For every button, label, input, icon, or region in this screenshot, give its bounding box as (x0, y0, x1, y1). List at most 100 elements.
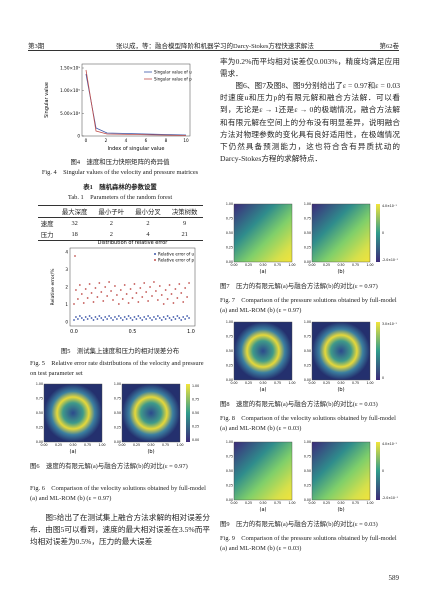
point-u (166, 298, 169, 300)
point-p (108, 315, 110, 317)
point-p (162, 316, 165, 318)
table-title-cn: 表1 随机森林的参数设置 (83, 184, 157, 191)
caption-en: Fig. 7 Comparison of the pressure soluti… (220, 297, 397, 314)
colorbar-label: 0 (382, 469, 384, 473)
x-tick-label: 1.00 (288, 501, 295, 505)
legend-swatch (154, 253, 156, 255)
point-p (139, 317, 142, 319)
point-p (168, 317, 171, 319)
y-tick-label: 2 (65, 285, 68, 290)
x-tick-label: 1.0 (187, 329, 195, 335)
point-p (106, 318, 109, 320)
point-u (116, 294, 118, 296)
point-p (75, 316, 77, 318)
x-tick-label: 0.00 (230, 381, 237, 385)
y-tick-label: 0.50 (304, 469, 311, 473)
panel-label: (b) (337, 387, 344, 393)
x-tick-label: 0.25 (245, 381, 252, 385)
point-u (125, 293, 128, 295)
point-p (155, 318, 157, 320)
table-header-cell: 决策树数 (171, 209, 198, 216)
x-tick-label: 0.0 (70, 329, 78, 335)
point-u (114, 285, 116, 287)
y-tick-label: 0.75 (304, 335, 311, 339)
colorbar (376, 204, 380, 262)
point-p (149, 317, 151, 319)
point-u (139, 287, 142, 289)
point-p (104, 316, 107, 318)
point-p (158, 317, 161, 319)
point-u (88, 283, 91, 285)
point-u (121, 298, 124, 300)
x-tick-label: 0.25 (323, 381, 330, 385)
x-tick-label: 0.5 (129, 329, 137, 335)
y-tick-label: 0.25 (304, 364, 311, 368)
point-u (160, 294, 163, 296)
table-cell: 2 (109, 231, 113, 238)
table-header-cell (38, 206, 56, 218)
heatmap (121, 383, 181, 443)
x-axis-label: Index of singular value (107, 146, 164, 152)
point-p (94, 316, 97, 318)
colorbar-label: 1.00 (192, 384, 199, 388)
colorbar (376, 442, 380, 500)
colorbar-label: 0.50 (192, 411, 199, 415)
point-p (160, 319, 163, 321)
figure-7: 0.00 1.00 0.25 0.75 0.50 0.50 0.75 0.25 1.00 0.00… (226, 202, 399, 275)
point-u (164, 289, 167, 291)
legend-label: Singular value of u (154, 70, 192, 75)
y-tick-label: 1 (65, 302, 68, 307)
point-u (180, 292, 183, 294)
x-tick-label: 1.00 (288, 263, 295, 267)
point-p (153, 316, 155, 318)
point-p (166, 315, 169, 317)
table-cell: 2 (109, 220, 113, 227)
chart-title: Distribution of relative error (98, 240, 169, 246)
x-tick-label: 0.00 (308, 263, 315, 267)
x-tick-label: 1.00 (366, 501, 373, 505)
y-tick-label: 1.00 (304, 440, 311, 444)
y-tick-label: 0.50 (36, 411, 43, 415)
x-tick-label: 2 (105, 138, 108, 143)
point-p (176, 315, 179, 317)
header-rule (28, 50, 399, 51)
y-tick-label: 0.25 (304, 484, 311, 488)
x-tick-label: 0.00 (40, 443, 47, 447)
point-p (156, 315, 159, 317)
point-p (102, 319, 105, 321)
x-tick-label: 0.75 (274, 501, 281, 505)
point-p (170, 319, 173, 321)
heatmap (233, 441, 293, 501)
colorbar-label: 0.75 (192, 398, 199, 402)
x-tick-label: 0.75 (84, 443, 91, 447)
legend-label: Singular value of p (154, 77, 192, 82)
point-u (178, 283, 181, 285)
panel-label: (b) (337, 269, 344, 275)
y-tick-label: 0.00 (226, 260, 233, 264)
point-u (145, 291, 148, 293)
heatmap (43, 383, 103, 443)
colorbar-label: 0 (382, 231, 384, 235)
point-u (186, 296, 189, 298)
y-tick-label: 1.00 (226, 440, 233, 444)
issue: 第3期 (28, 43, 45, 50)
point-p (121, 319, 124, 321)
colorbar (186, 384, 190, 442)
point-p (151, 319, 153, 321)
x-tick-label: 0.50 (259, 501, 266, 505)
y-tick-label: 0 (77, 134, 80, 139)
point-u (75, 289, 77, 291)
table-header-cell: 最小分叉 (135, 209, 161, 216)
point-u (133, 283, 136, 285)
point-p (172, 316, 175, 318)
point-p (184, 318, 187, 320)
caption-cn: 图8 速度的有限元解(a)与融合方法解(b)的对比(ε = 0.03) (220, 401, 378, 408)
x-tick-label: 6 (145, 138, 148, 143)
heatmap (311, 441, 371, 501)
x-tick-label: 0.75 (274, 381, 281, 385)
paragraph: 图6、图7及图8、图9分别给出了ε = 0.97和ε = 0.03时速度u和压力… (220, 81, 400, 164)
curve-u (85, 73, 187, 136)
colorbar-label: 0 (382, 376, 384, 380)
point-p (84, 316, 87, 318)
point-u (129, 288, 132, 290)
